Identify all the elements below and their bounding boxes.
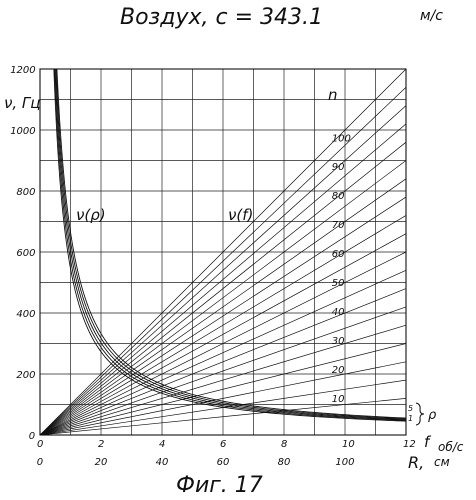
- r-tick-label: 20: [95, 457, 108, 468]
- y-tick-label: 800: [16, 187, 35, 198]
- f-tick-label: 12: [403, 439, 416, 450]
- y-tick-label: 200: [16, 370, 35, 381]
- figure-caption: Фиг. 17: [176, 473, 263, 498]
- x-axis-f-unit: об/с: [438, 440, 464, 454]
- n-value-label: 20: [332, 365, 345, 376]
- x-axis-r-label: R,: [408, 453, 424, 472]
- f-tick-label: 8: [281, 439, 287, 450]
- n-value-label: 30: [332, 336, 345, 347]
- n-value-label: 100: [332, 133, 351, 144]
- curve-label-f: ν(f): [228, 206, 253, 224]
- r-tick-label: 0: [37, 457, 43, 468]
- y-tick-label: 400: [16, 309, 35, 320]
- y-tick-label: 1000: [10, 126, 35, 137]
- n-value-label: 70: [332, 220, 345, 231]
- n-value-label: 90: [332, 162, 345, 173]
- n-label: n: [328, 86, 338, 104]
- r-axis-ticks: 0 20 40 60 80 100: [37, 457, 355, 468]
- rho-bracket-bottom: 1: [408, 414, 413, 423]
- r-tick-label: 60: [217, 457, 230, 468]
- chart-title-unit: м/с: [420, 8, 443, 24]
- n-value-label: 40: [332, 307, 345, 318]
- r-tick-label: 100: [335, 457, 354, 468]
- f-tick-label: 10: [342, 439, 355, 450]
- f-tick-label: 0: [37, 439, 43, 450]
- y-axis-ticks: 0 200 400 600 800 1000 1200: [10, 65, 35, 442]
- f-tick-label: 6: [220, 439, 226, 450]
- y-tick-label: 0: [29, 431, 35, 442]
- n-value-label: 50: [332, 278, 345, 289]
- y-tick-label: 600: [16, 248, 35, 259]
- curve-label-rho: ν(ρ): [76, 206, 106, 224]
- r-tick-label: 80: [278, 457, 291, 468]
- rho-group-label: ρ: [428, 408, 437, 423]
- x-axis-f-label: f: [424, 433, 432, 451]
- f-axis-ticks: 0 2 4 6 8 10 12: [37, 439, 416, 450]
- rho-bracket: [416, 403, 424, 425]
- x-axis-r-unit: см: [434, 455, 450, 469]
- n-value-label: 80: [332, 191, 345, 202]
- rho-bracket-top: 5: [408, 404, 413, 413]
- r-tick-label: 40: [156, 457, 169, 468]
- f-tick-label: 2: [98, 439, 104, 450]
- y-tick-label: 1200: [10, 65, 35, 76]
- f-tick-label: 4: [159, 439, 165, 450]
- n-value-label: 10: [332, 394, 345, 405]
- y-axis-label: ν, Гц: [4, 94, 40, 112]
- n-value-label: 60: [332, 249, 345, 260]
- chart-title: Воздух, c = 343.1: [120, 5, 323, 30]
